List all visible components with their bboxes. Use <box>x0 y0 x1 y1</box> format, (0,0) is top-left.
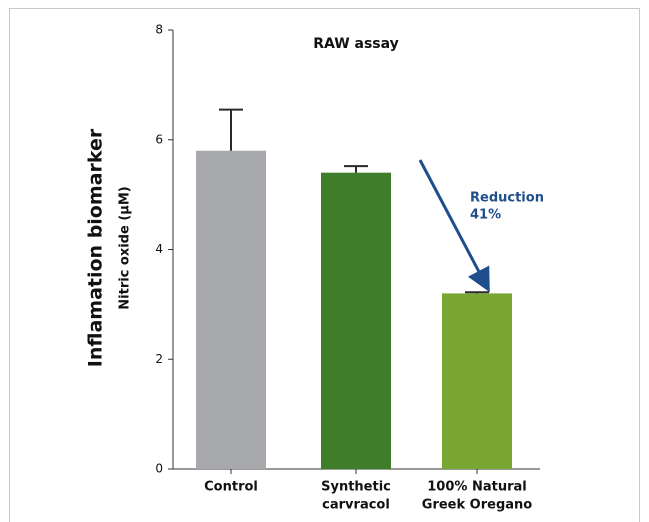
annotation-text: Reduction <box>470 191 544 206</box>
bar <box>196 150 266 469</box>
y-tick-label: 8 <box>155 23 163 37</box>
bar <box>321 172 391 470</box>
annotation-text: 41% <box>470 208 501 223</box>
y-tick-label: 2 <box>155 352 163 366</box>
annotation-arrow <box>418 159 490 293</box>
y-axis-sublabel: Nitric oxide (µM) <box>118 186 133 309</box>
frame <box>9 8 640 522</box>
bar <box>442 293 512 469</box>
chart-title: RAW assay <box>313 36 399 52</box>
y-axis-label: Inflamation biomarker <box>85 128 107 367</box>
y-tick-label: 6 <box>155 132 163 146</box>
y-tick-label: 0 <box>155 462 163 476</box>
x-tick-label: carvracol <box>322 498 390 513</box>
x-tick-label: Control <box>204 480 258 495</box>
x-tick-label: 100% Natural <box>427 480 526 495</box>
x-tick-label: Greek Oregano <box>422 498 532 513</box>
x-tick-label: Synthetic <box>321 480 391 495</box>
y-tick-label: 4 <box>155 242 163 256</box>
